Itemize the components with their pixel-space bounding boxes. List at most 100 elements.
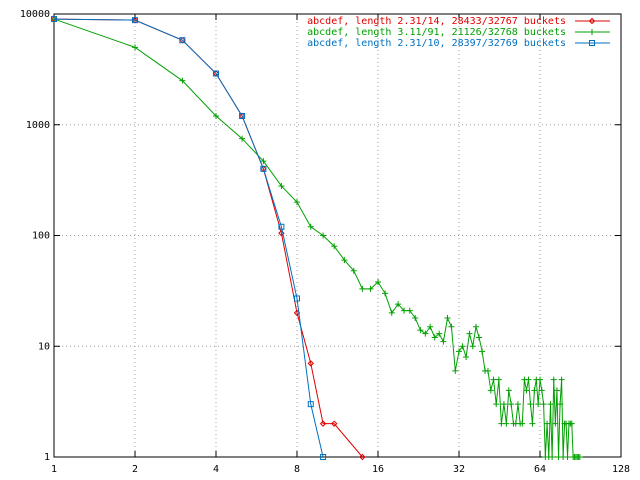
marker (503, 420, 510, 427)
marker (412, 314, 419, 321)
marker (490, 376, 497, 383)
marker (278, 223, 285, 230)
marker (436, 330, 443, 337)
marker (500, 401, 507, 408)
marker (350, 267, 357, 274)
y-tick-label: 10 (38, 341, 50, 352)
marker (319, 420, 327, 427)
legend-marker (589, 29, 595, 35)
marker (294, 295, 300, 302)
marker (444, 314, 451, 321)
marker (401, 307, 408, 314)
marker (463, 353, 470, 360)
marker (469, 343, 476, 350)
marker (359, 285, 366, 292)
marker (179, 77, 186, 84)
marker (540, 401, 547, 408)
x-tick-label: 2 (132, 464, 138, 475)
marker (51, 16, 57, 23)
marker (213, 70, 219, 77)
marker (537, 376, 543, 383)
marker (260, 158, 267, 165)
marker (307, 360, 314, 367)
y-tick-label: 10000 (20, 9, 50, 20)
marker (307, 223, 314, 230)
marker (320, 454, 327, 460)
marker (132, 44, 138, 51)
marker (293, 309, 301, 317)
marker (422, 330, 429, 337)
marker (544, 420, 551, 427)
legend-label: abcdef, length 2.31/10, 28397/32769 buck… (307, 38, 566, 49)
marker (260, 165, 267, 172)
series-line (53, 18, 580, 458)
marker (466, 330, 473, 337)
marker (179, 37, 186, 44)
marker (508, 401, 515, 408)
marker (294, 199, 300, 206)
plot-border (53, 13, 622, 458)
marker (564, 454, 571, 460)
x-tick-label: 8 (294, 464, 300, 475)
marker (388, 309, 395, 316)
x-tick-label: 16 (372, 464, 384, 475)
x-tick-label: 32 (453, 464, 465, 475)
marker (239, 112, 246, 119)
marker (359, 453, 366, 461)
marker (456, 348, 462, 355)
marker (479, 348, 486, 355)
marker (547, 401, 554, 408)
marker (514, 401, 521, 408)
marker (529, 420, 536, 427)
legend-marker (589, 40, 595, 46)
marker (341, 257, 348, 264)
marker (558, 376, 565, 383)
marker (527, 401, 534, 408)
y-tick-label: 100 (32, 231, 50, 242)
marker (550, 376, 557, 383)
marker (519, 420, 526, 427)
marker (535, 401, 542, 408)
marker (406, 307, 413, 314)
marker (132, 17, 138, 24)
marker (523, 387, 530, 394)
y-tick-label: 1000 (26, 120, 50, 131)
marker (213, 112, 219, 119)
marker (382, 290, 389, 297)
marker (431, 334, 438, 341)
marker (576, 454, 583, 460)
marker (239, 135, 246, 142)
marker (549, 454, 556, 460)
x-tick-label: 4 (213, 464, 219, 475)
marker (531, 387, 538, 394)
marker (278, 182, 285, 189)
x-tick-label: 128 (612, 464, 630, 475)
marker (452, 367, 459, 374)
marker (495, 376, 502, 383)
marker (440, 338, 447, 345)
marker (553, 387, 560, 394)
y-tick-label: 1 (44, 452, 50, 463)
marker (476, 334, 483, 341)
series-line (53, 18, 324, 458)
marker (307, 401, 314, 408)
marker (525, 376, 532, 383)
marker (493, 401, 500, 408)
marker (417, 327, 424, 334)
marker (552, 420, 559, 427)
marker (375, 279, 381, 286)
x-tick-label: 1 (51, 464, 57, 475)
legend-label: abcdef, length 2.31/14, 28433/32767 buck… (307, 16, 566, 27)
marker (487, 387, 494, 394)
marker (320, 232, 327, 239)
marker (557, 401, 564, 408)
marker (331, 243, 338, 250)
marker (459, 343, 466, 350)
legend-marker (588, 17, 596, 25)
marker (427, 323, 434, 330)
marker (448, 323, 455, 330)
marker (568, 420, 575, 427)
legend-label: abcdef, length 3.11/91, 21126/32768 buck… (307, 27, 566, 38)
marker (278, 229, 285, 237)
